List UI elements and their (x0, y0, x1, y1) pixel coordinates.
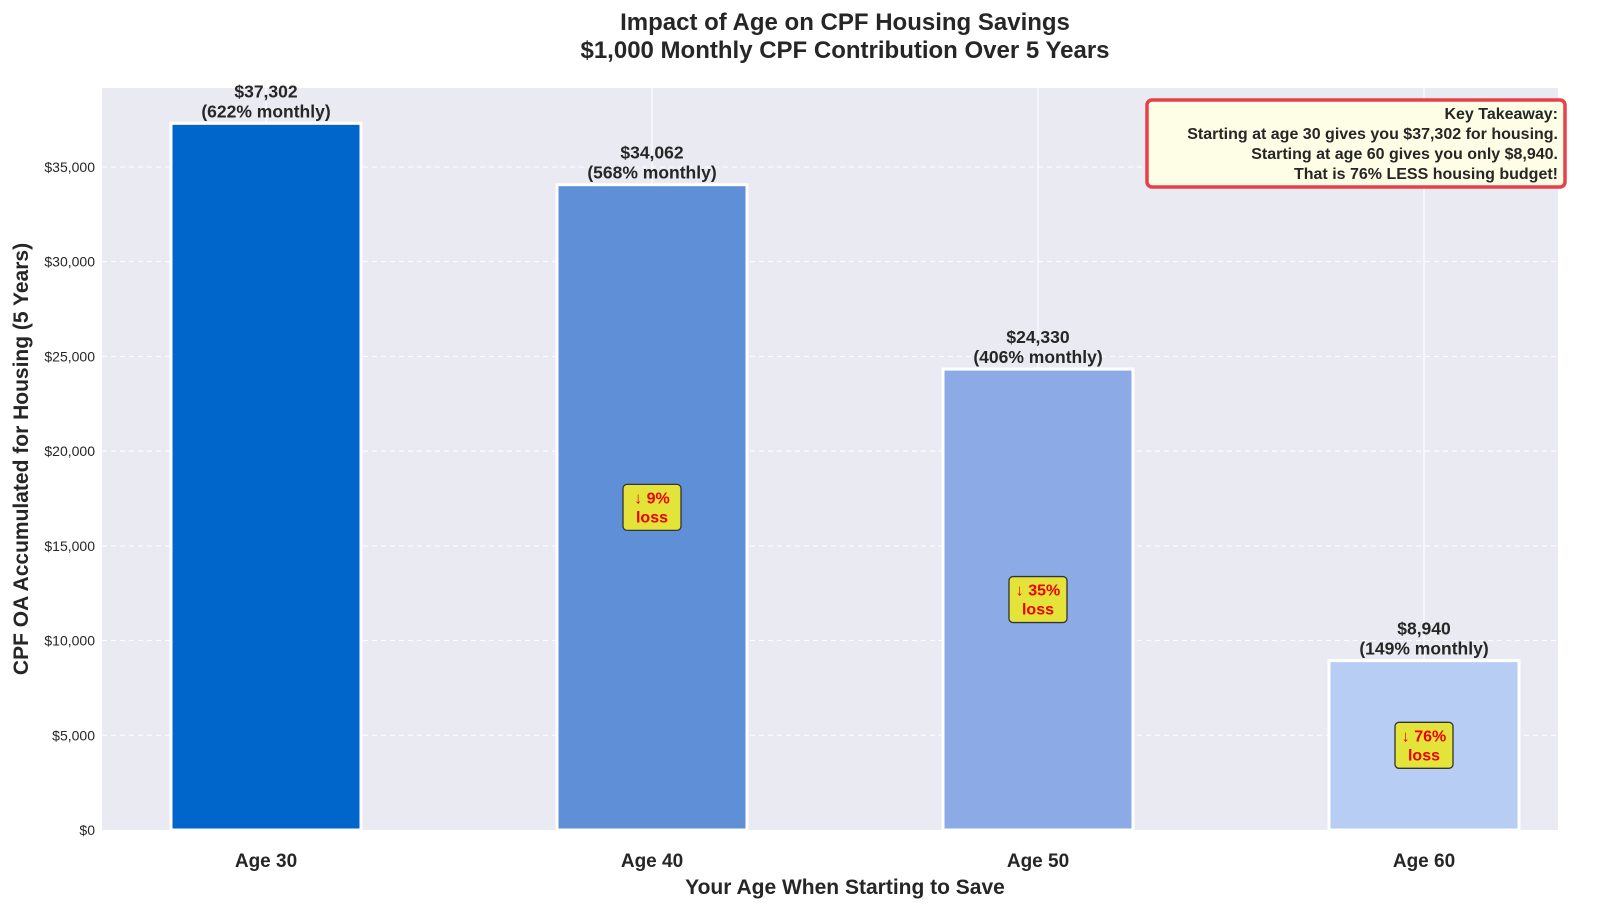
loss-badge-percent: ↓ 9% (634, 490, 670, 507)
loss-badge-percent: ↓ 35% (1016, 583, 1060, 600)
chart-title-line-1: Impact of Age on CPF Housing Savings (620, 9, 1070, 36)
y-axis-label: CPF OA Accumulated for Housing (5 Years) (10, 243, 33, 675)
takeaway-line-3: Starting at age 60 gives you only $8,940… (1251, 146, 1558, 163)
bar-percent-label: (149% monthly) (1359, 639, 1488, 659)
loss-badge-text: loss (1408, 747, 1440, 764)
key-takeaway-box: Key Takeaway: Starting at age 30 gives y… (1145, 98, 1567, 189)
bar (169, 121, 363, 832)
y-tick-label: $0 (79, 822, 95, 838)
x-tick-label: Age 40 (621, 851, 683, 872)
bar-value-label: $8,940 (1397, 619, 1451, 639)
loss-badge (1394, 721, 1454, 769)
loss-badge (1008, 575, 1068, 624)
chart-title-line-2: $1,000 Monthly CPF Contribution Over 5 Y… (580, 37, 1109, 64)
takeaway-line-2: Starting at age 30 gives you $37,302 for… (1187, 126, 1558, 143)
bar-percent-label: (568% monthly) (587, 163, 716, 183)
loss-badge (622, 483, 682, 532)
loss-badge-percent: ↓ 76% (1402, 728, 1446, 745)
y-tick-label: $5,000 (52, 727, 95, 743)
x-tick-label: Age 30 (235, 851, 297, 872)
x-tick-label: Age 60 (1393, 851, 1455, 872)
bar-value-label: $34,062 (620, 143, 684, 163)
y-tick-label: $10,000 (44, 633, 95, 649)
y-tick-label: $25,000 (44, 348, 95, 364)
takeaway-line-4: That is 76% LESS housing budget! (1294, 166, 1558, 183)
y-tick-label: $15,000 (44, 538, 95, 554)
bar-percent-label: (406% monthly) (973, 347, 1102, 367)
bar-percent-label: (622% monthly) (201, 101, 330, 121)
y-tick-label: $35,000 (44, 159, 95, 175)
y-tick-label: $20,000 (44, 443, 95, 459)
y-tick-label: $30,000 (44, 254, 95, 270)
loss-badge-text: loss (636, 509, 668, 526)
x-axis-label: Your Age When Starting to Save (685, 876, 1005, 899)
bar-value-label: $24,330 (1006, 327, 1070, 347)
x-tick-label: Age 50 (1007, 851, 1069, 872)
bar-value-label: $37,302 (234, 81, 298, 101)
loss-badge-text: loss (1022, 602, 1054, 619)
takeaway-line-1: Key Takeaway: (1444, 106, 1558, 123)
